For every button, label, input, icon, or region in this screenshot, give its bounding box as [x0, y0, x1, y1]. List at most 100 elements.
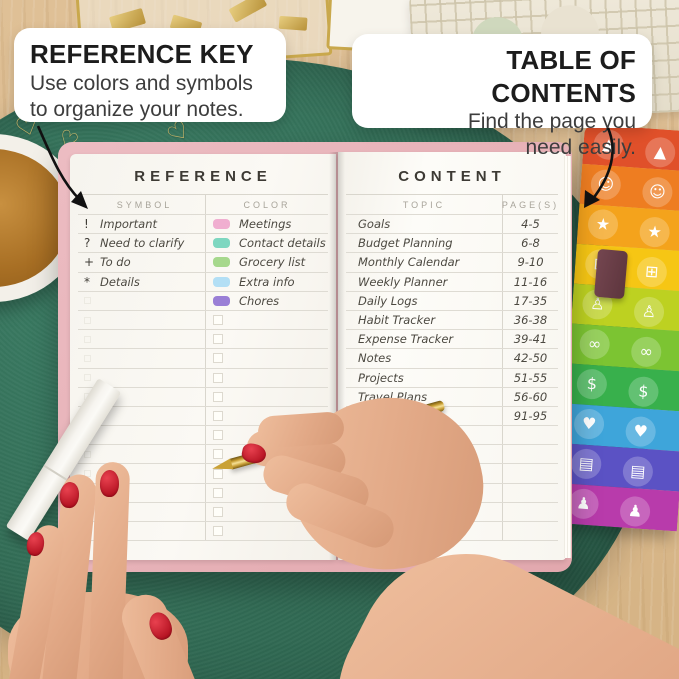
- meditation-icon: ♟: [627, 500, 643, 521]
- table-of-contents-line2: need easily.: [525, 136, 636, 160]
- symbol-label: Important: [100, 217, 158, 232]
- heart-icon: ♥: [632, 421, 649, 442]
- exercise-icon: ♙: [633, 295, 666, 328]
- content-page-title: CONTENT: [398, 168, 506, 185]
- party-popper-icon: ★: [587, 208, 620, 241]
- content-table-row: Expense Tracker 39-41: [346, 330, 558, 350]
- color-label: Contact details: [239, 236, 326, 251]
- pages-cell: [502, 445, 558, 464]
- reference-table-row: [78, 349, 328, 369]
- money-icon: $: [586, 373, 598, 394]
- color-cell: Extra info: [206, 273, 328, 291]
- empty-symbol-box: [84, 450, 91, 458]
- reference-page-title: REFERENCE: [134, 168, 272, 185]
- topic-cell: Monthly Calendar: [346, 253, 502, 271]
- reference-key-line2: to organize your notes.: [30, 97, 244, 121]
- empty-color-checkbox: [213, 506, 223, 517]
- pages-value: 39-41: [513, 332, 548, 347]
- color-label: Meetings: [239, 217, 292, 232]
- meditation-icon: ♟: [619, 495, 652, 528]
- pages-value: 51-55: [513, 370, 548, 385]
- symbol-cell: [78, 368, 206, 387]
- reference-table-row: [78, 330, 328, 350]
- pages-value: 9-10: [517, 255, 544, 270]
- color-cell: [206, 369, 328, 387]
- symbol-cell: [78, 349, 206, 368]
- weights-icon: ∞: [578, 328, 611, 361]
- symbol-glyph: !: [84, 217, 89, 232]
- topic-label: Projects: [358, 370, 404, 385]
- topic-label: Monthly Calendar: [358, 255, 460, 270]
- page-edges: [564, 156, 571, 558]
- color-label: Extra info: [239, 274, 295, 289]
- pages-cell: [502, 426, 558, 445]
- pages-cell: 36-38: [502, 310, 558, 330]
- reading-icon: ▤: [570, 447, 603, 480]
- content-table-row: Projects 51-55: [346, 368, 558, 388]
- color-swatch: [213, 295, 230, 306]
- red-fingernail: [99, 469, 120, 498]
- pages-cell: 11-16: [502, 272, 558, 291]
- reference-key-callout: REFERENCE KEY Use colors and symbols to …: [14, 28, 286, 122]
- color-cell: [206, 464, 328, 482]
- color-cell: [206, 426, 328, 444]
- symbol-glyph: +: [84, 255, 95, 270]
- party-popper-icon: ★: [638, 216, 671, 249]
- pages-value: 56-60: [513, 389, 548, 404]
- color-swatch: [213, 238, 230, 249]
- party-popper-icon: ★: [646, 221, 663, 242]
- topic-cell: Weekly Planner: [346, 273, 502, 291]
- empty-color-checkbox: [213, 468, 223, 479]
- symbol-cell: ! Important: [78, 215, 206, 234]
- color-cell: [206, 503, 328, 521]
- topic-label: Weekly Planner: [358, 274, 448, 289]
- content-table-row: Daily Logs 17-35: [346, 291, 558, 311]
- empty-symbol-box: [84, 335, 91, 343]
- color-cell: [206, 311, 328, 329]
- topic-cell: Daily Logs: [346, 292, 502, 310]
- symbol-cell: + To do: [78, 253, 206, 272]
- symbol-glyph: ?: [84, 236, 91, 251]
- table-of-contents-title: TABLE OF CONTENTS: [491, 45, 636, 108]
- content-table-header: TOPIC PAGE(S): [346, 195, 558, 215]
- topic-label: Notes: [358, 351, 392, 366]
- weights-icon: ∞: [638, 341, 654, 362]
- heart-icon: ♥: [624, 415, 657, 448]
- symbol-label: To do: [100, 255, 131, 270]
- topic-cell: Habit Tracker: [346, 311, 502, 329]
- pages-cell: 42-50: [502, 349, 558, 368]
- reference-table-row: ! Important Meetings: [78, 215, 328, 235]
- topic-label: Expense Tracker: [358, 332, 454, 347]
- people-icon: ☺: [641, 176, 674, 209]
- symbol-column-header: SYMBOL: [78, 195, 206, 214]
- reference-key-line1: Use colors and symbols: [30, 71, 253, 95]
- table-of-contents-line1: Find the page you: [467, 110, 636, 133]
- empty-color-checkbox: [213, 487, 223, 498]
- pages-cell: 51-55: [502, 368, 558, 387]
- empty-color-checkbox: [213, 430, 223, 441]
- pages-cell: 91-95: [502, 406, 558, 426]
- empty-color-checkbox: [213, 372, 223, 383]
- symbol-glyph: *: [84, 274, 90, 289]
- meditation-icon: ♟: [575, 493, 592, 514]
- topic-label: Budget Planning: [358, 236, 453, 251]
- pages-cell: 56-60: [502, 387, 558, 406]
- elastic-pen-loop: [593, 248, 629, 300]
- pages-value: 4-5: [521, 217, 540, 232]
- color-cell: Contact details: [206, 234, 328, 252]
- topic-cell: Expense Tracker: [346, 330, 502, 348]
- content-table-row: Monthly Calendar 9-10: [346, 253, 558, 273]
- empty-color-checkbox: [213, 449, 223, 460]
- reference-table-row: ? Need to clarify Contact details: [78, 234, 328, 254]
- empty-color-checkbox: [213, 391, 223, 402]
- topic-column-header: TOPIC: [402, 199, 446, 210]
- empty-color-checkbox: [213, 315, 223, 326]
- people-icon: ☺: [589, 168, 622, 201]
- color-swatch: [213, 257, 230, 268]
- pages-cell: [502, 522, 558, 541]
- color-cell: [206, 388, 328, 406]
- empty-color-checkbox: [213, 353, 223, 364]
- growth-chart-icon: ▲: [644, 136, 677, 169]
- empty-color-checkbox: [213, 334, 223, 345]
- sticker-row: ♟ ♟: [557, 483, 679, 532]
